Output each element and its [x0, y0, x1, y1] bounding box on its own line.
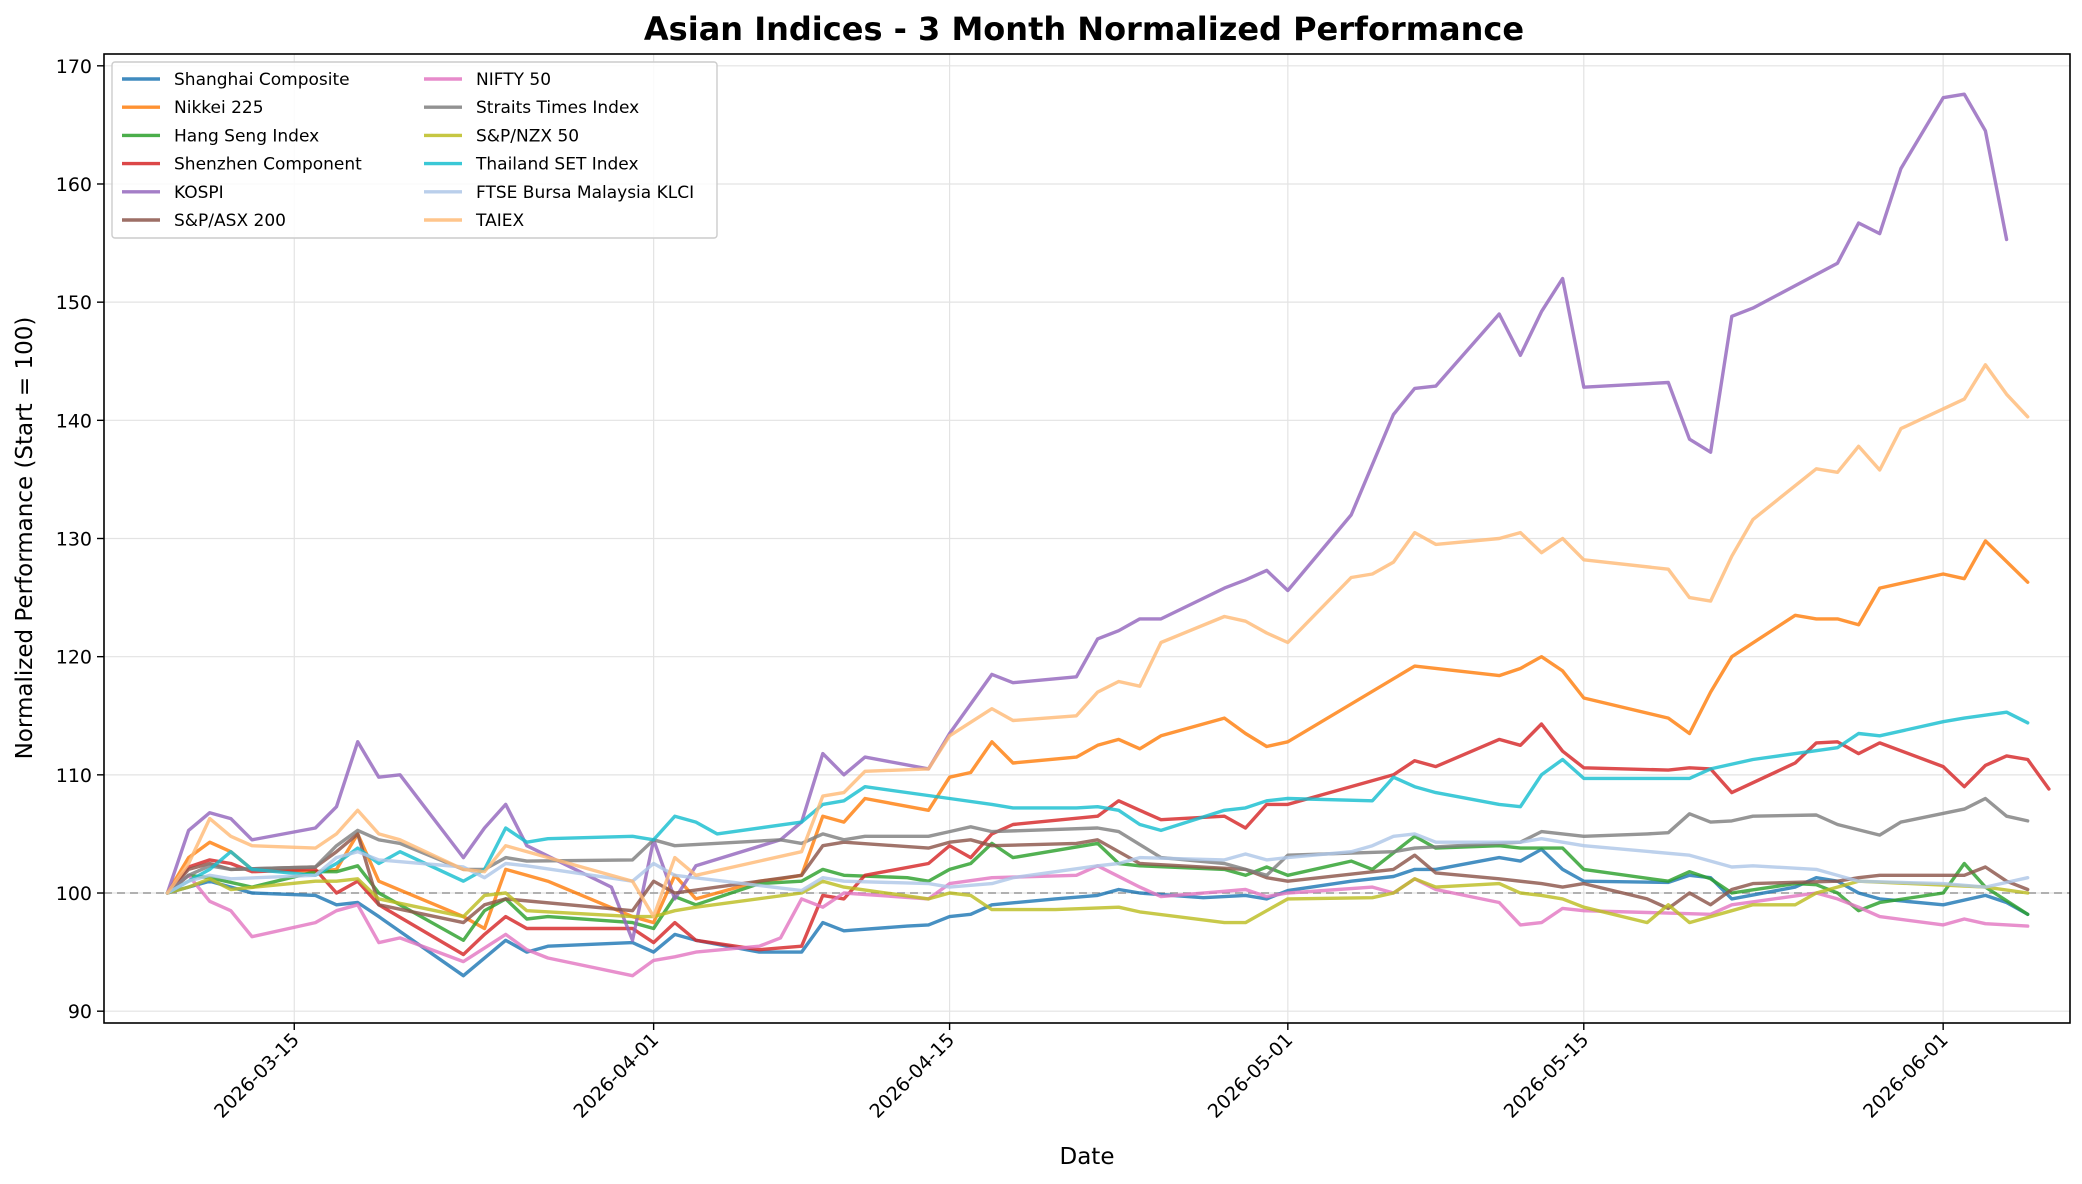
y-tick-label: 160 [56, 174, 92, 196]
y-axis-label: Normalized Performance (Start = 100) [12, 317, 38, 760]
legend-label: S&P/NZX 50 [476, 126, 579, 146]
series-line-2 [165, 834, 2030, 942]
series-line-1 [165, 539, 2030, 931]
legend-label: Nikkei 225 [174, 98, 264, 118]
series-line-4 [165, 92, 2009, 942]
y-tick-label: 150 [56, 292, 92, 314]
series-line-7 [165, 796, 2030, 895]
legend-label: Thailand SET Index [475, 155, 639, 175]
legend-label: NIFTY 50 [476, 70, 551, 90]
y-tick-label: 110 [56, 765, 92, 787]
series-line-6 [165, 864, 2030, 978]
y-tick-label: 170 [56, 56, 92, 78]
legend-label: Shanghai Composite [174, 70, 350, 90]
y-tick-label: 100 [56, 883, 92, 905]
series-lines [165, 92, 2051, 978]
series-line-0 [165, 847, 2030, 978]
y-tick-label: 130 [56, 529, 92, 551]
series-line-11 [165, 363, 2030, 919]
series-line-10 [165, 832, 2030, 895]
legend: Shanghai Composite Nikkei 225 Hang Seng In… [111, 61, 718, 239]
legend-label: Hang Seng Index [174, 126, 319, 146]
legend-label: S&P/ASX 200 [174, 211, 286, 231]
legend-label: KOSPI [174, 183, 224, 203]
y-tick-label: 140 [56, 410, 92, 432]
legend-box [111, 61, 718, 239]
y-tick-label: 90 [68, 1001, 92, 1023]
chart-title: Asian Indices - 3 Month Normalized Perfo… [644, 10, 1524, 48]
series-line-8 [165, 877, 2030, 925]
y-tick-label: 120 [56, 647, 92, 669]
legend-label: Shenzhen Component [174, 155, 362, 175]
legend-label: Straits Times Index [476, 98, 639, 118]
legend-label: FTSE Bursa Malaysia KLCI [476, 183, 694, 203]
legend-label: TAIEX [475, 211, 524, 231]
series-line-5 [165, 832, 2030, 925]
series-line-9 [165, 710, 2030, 895]
x-axis-label: Date [1060, 1144, 1115, 1170]
